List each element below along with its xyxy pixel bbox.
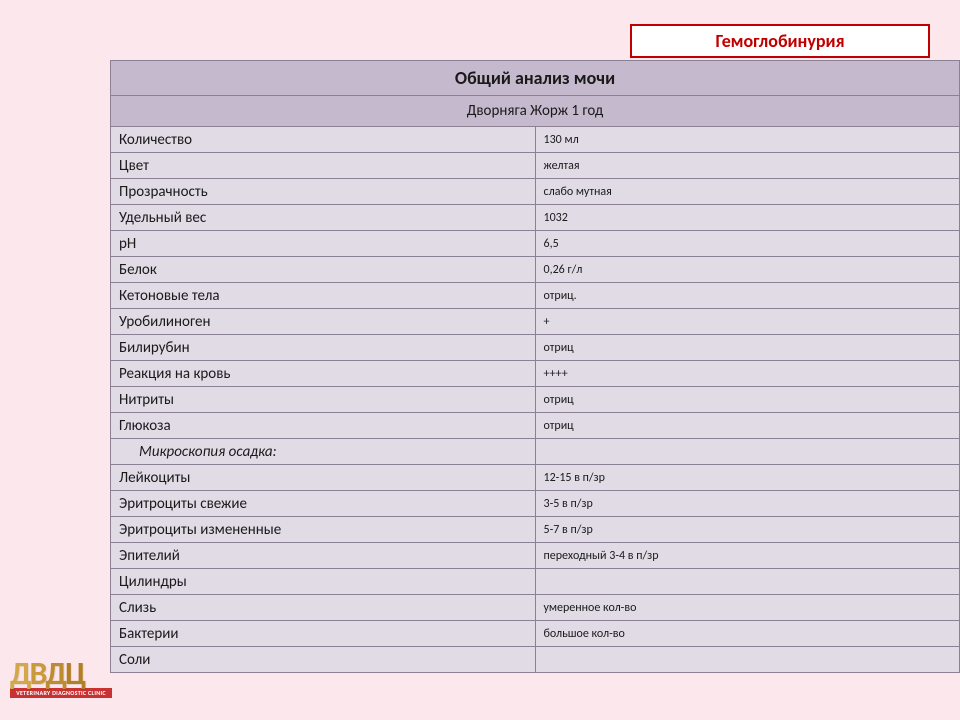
- row-value: 12-15 в п/зр: [535, 465, 960, 491]
- row-label: Соли: [111, 647, 536, 673]
- table-row: Билирубинотриц: [111, 335, 960, 361]
- row-label: Цилиндры: [111, 569, 536, 595]
- table-row: Количество130 мл: [111, 127, 960, 153]
- row-value: 0,26 г/л: [535, 257, 960, 283]
- row-value: отриц: [535, 413, 960, 439]
- urinalysis-table-wrap: Общий анализ мочи Дворняга Жорж 1 год Ко…: [110, 60, 960, 673]
- urinalysis-table: Общий анализ мочи Дворняга Жорж 1 год Ко…: [110, 60, 960, 673]
- row-value: 3-5 в п/зр: [535, 491, 960, 517]
- row-value: 130 мл: [535, 127, 960, 153]
- row-value: умеренное кол-во: [535, 595, 960, 621]
- table-row: Кетоновые телаотриц.: [111, 283, 960, 309]
- row-value: отриц.: [535, 283, 960, 309]
- row-value: ++++: [535, 361, 960, 387]
- row-label: рН: [111, 231, 536, 257]
- diagnosis-badge: Гемоглобинурия: [630, 24, 930, 58]
- row-value: отриц: [535, 387, 960, 413]
- logo-subtitle: VETERINARY DIAGNOSTIC CLINIC: [10, 688, 112, 698]
- table-row: Белок0,26 г/л: [111, 257, 960, 283]
- row-value: [535, 647, 960, 673]
- row-value: [535, 569, 960, 595]
- table-row: Соли: [111, 647, 960, 673]
- row-label: Нитриты: [111, 387, 536, 413]
- row-label: Уробилиноген: [111, 309, 536, 335]
- row-label: Глюкоза: [111, 413, 536, 439]
- row-value: отриц: [535, 335, 960, 361]
- row-label: Эритроциты измененные: [111, 517, 536, 543]
- table-row: Бактериибольшое кол-во: [111, 621, 960, 647]
- table-row: Эритроциты свежие3-5 в п/зр: [111, 491, 960, 517]
- row-label: Белок: [111, 257, 536, 283]
- table-row: Уробилиноген+: [111, 309, 960, 335]
- row-label: Цвет: [111, 153, 536, 179]
- table-row: Цилиндры: [111, 569, 960, 595]
- row-label: Эпителий: [111, 543, 536, 569]
- table-title: Общий анализ мочи: [111, 61, 960, 96]
- row-value: [535, 439, 960, 465]
- row-label: Удельный вес: [111, 205, 536, 231]
- table-row: Цветжелтая: [111, 153, 960, 179]
- row-value: желтая: [535, 153, 960, 179]
- table-row: Нитритыотриц: [111, 387, 960, 413]
- row-label: Билирубин: [111, 335, 536, 361]
- row-label: Слизь: [111, 595, 536, 621]
- row-value: 5-7 в п/зр: [535, 517, 960, 543]
- row-value: 1032: [535, 205, 960, 231]
- row-value: 6,5: [535, 231, 960, 257]
- row-value: слабо мутная: [535, 179, 960, 205]
- table-row: Лейкоциты12-15 в п/зр: [111, 465, 960, 491]
- table-row: Эритроциты измененные5-7 в п/зр: [111, 517, 960, 543]
- table-subtitle: Дворняга Жорж 1 год: [111, 96, 960, 127]
- table-row: Эпителийпереходный 3-4 в п/зр: [111, 543, 960, 569]
- row-label: Микроскопия осадка:: [111, 439, 536, 465]
- row-label: Кетоновые тела: [111, 283, 536, 309]
- row-label: Количество: [111, 127, 536, 153]
- row-value: большое кол-во: [535, 621, 960, 647]
- table-row: Микроскопия осадка:: [111, 439, 960, 465]
- table-row: Прозрачностьслабо мутная: [111, 179, 960, 205]
- table-row: Удельный вес1032: [111, 205, 960, 231]
- table-subtitle-row: Дворняга Жорж 1 год: [111, 96, 960, 127]
- row-label: Эритроциты свежие: [111, 491, 536, 517]
- row-label: Прозрачность: [111, 179, 536, 205]
- table-row: Слизьумеренное кол-во: [111, 595, 960, 621]
- logo-letters: ДВДЦ: [10, 661, 112, 687]
- diagnosis-text: Гемоглобинурия: [715, 30, 844, 52]
- row-value: переходный 3-4 в п/зр: [535, 543, 960, 569]
- table-row: Глюкозаотриц: [111, 413, 960, 439]
- clinic-logo: ДВДЦ VETERINARY DIAGNOSTIC CLINIC: [10, 661, 112, 698]
- table-title-row: Общий анализ мочи: [111, 61, 960, 96]
- row-label: Реакция на кровь: [111, 361, 536, 387]
- row-label: Лейкоциты: [111, 465, 536, 491]
- row-value: +: [535, 309, 960, 335]
- table-row: рН6,5: [111, 231, 960, 257]
- table-row: Реакция на кровь++++: [111, 361, 960, 387]
- row-label: Бактерии: [111, 621, 536, 647]
